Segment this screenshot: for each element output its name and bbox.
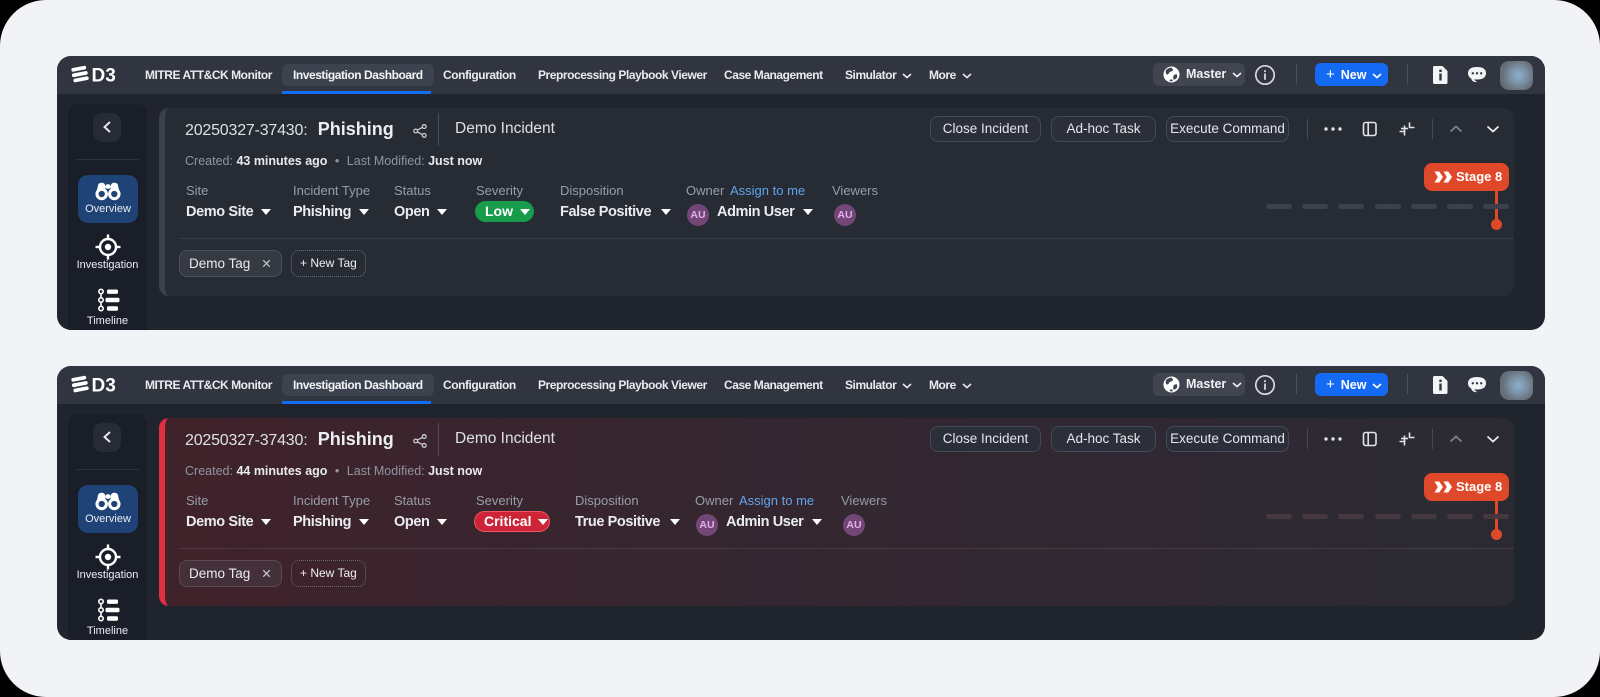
svg-text:D3: D3 <box>92 66 116 87</box>
svg-text:D3: D3 <box>92 376 116 397</box>
